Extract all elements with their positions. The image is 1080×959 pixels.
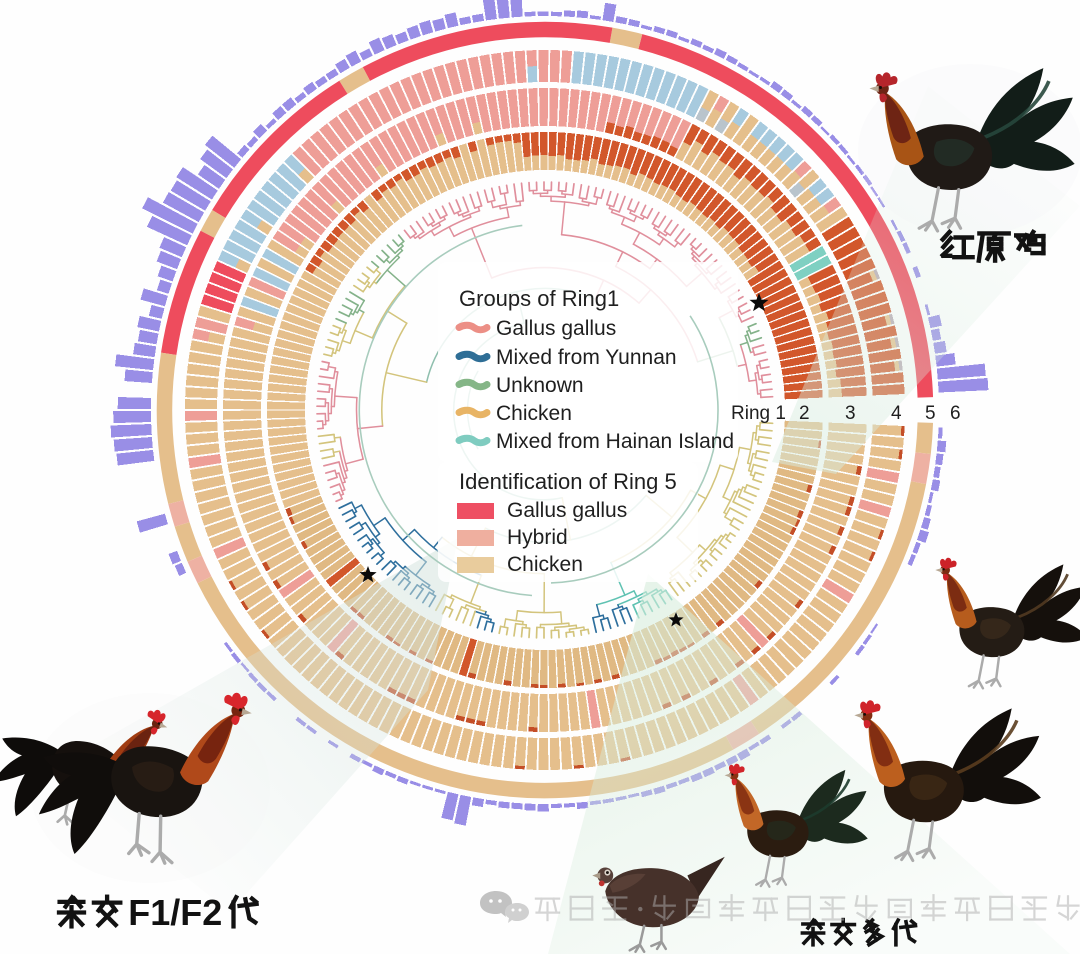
svg-text:Gallus gallus: Gallus gallus — [496, 317, 616, 340]
svg-text:Ring 1: Ring 1 — [731, 403, 786, 424]
svg-text:Hybrid: Hybrid — [507, 526, 568, 549]
svg-text:4: 4 — [891, 403, 902, 424]
svg-text:Chicken: Chicken — [496, 402, 572, 425]
svg-text:Chicken: Chicken — [507, 553, 583, 576]
svg-text:F1/F2: F1/F2 — [128, 892, 222, 933]
svg-text:Unknown: Unknown — [496, 374, 584, 397]
svg-text:Gallus gallus: Gallus gallus — [507, 499, 627, 522]
svg-text:Mixed from Hainan Island: Mixed from Hainan Island — [496, 430, 734, 453]
svg-text:5: 5 — [925, 403, 936, 424]
svg-text:Mixed from Yunnan: Mixed from Yunnan — [496, 346, 677, 369]
svg-text:3: 3 — [845, 403, 856, 424]
svg-text:6: 6 — [950, 403, 961, 424]
svg-text:Identification of Ring 5: Identification of Ring 5 — [459, 469, 677, 494]
svg-text:2: 2 — [799, 403, 810, 424]
svg-text:Groups of Ring1: Groups of Ring1 — [459, 286, 619, 311]
